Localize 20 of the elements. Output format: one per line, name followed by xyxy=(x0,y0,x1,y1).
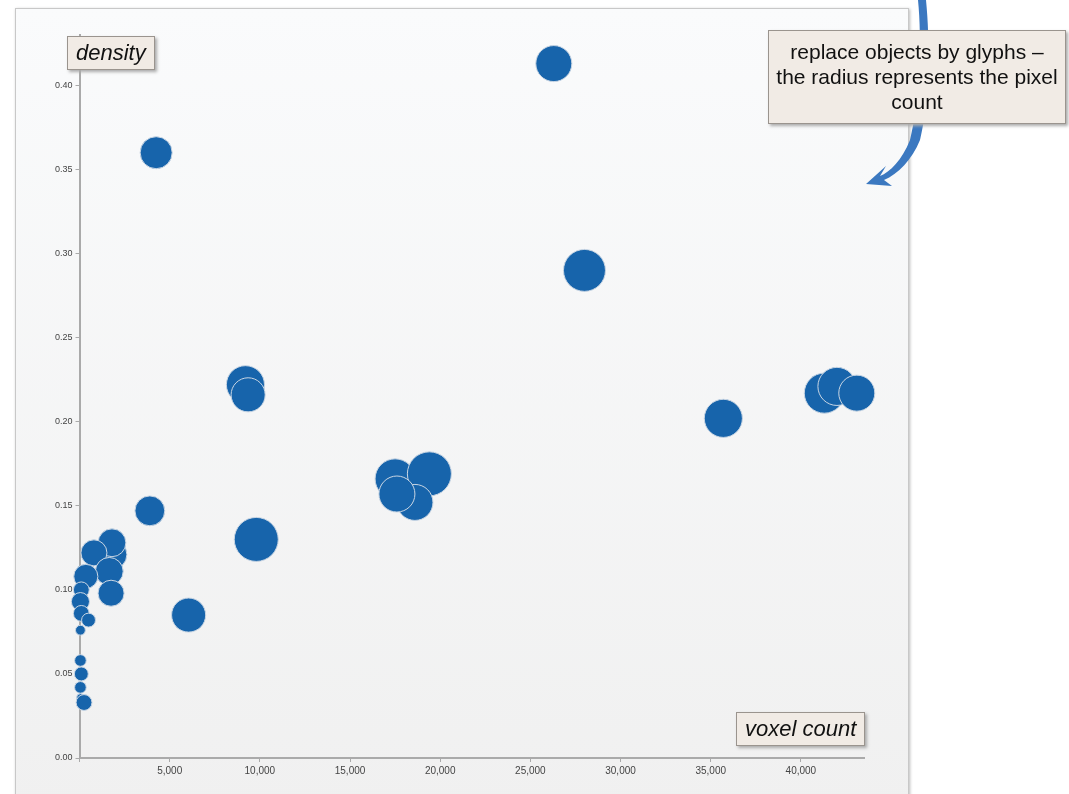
y-tick-label: 0.20 xyxy=(54,416,73,427)
y-tick-label: 0.15 xyxy=(54,500,73,511)
y-tick-label: 0.10 xyxy=(54,584,73,595)
x-tick-label: 25,000 xyxy=(515,764,547,776)
y-tick-label: 0.30 xyxy=(54,248,73,259)
y-tick-label: 0.35 xyxy=(54,164,73,174)
y-tick-label: 0.05 xyxy=(54,668,73,679)
x-tick-label: 5,000 xyxy=(157,764,183,776)
x-tick-label: 30,000 xyxy=(605,764,637,776)
y-axis-title: density xyxy=(67,36,155,70)
x-tick-label: 10,000 xyxy=(244,764,276,776)
x-axis-title: voxel count xyxy=(736,712,866,746)
x-tick-label: 15,000 xyxy=(334,764,366,776)
y-tick-label: 0.00 xyxy=(54,752,73,763)
annotation: replace objects by glyphs – the radius represents the pixel count xyxy=(768,30,1066,124)
y-tick-label: 0.40 xyxy=(54,79,73,90)
x-tick-label: 20,000 xyxy=(424,764,456,776)
x-tick-label: 35,000 xyxy=(695,764,727,776)
y-tick-label: 0.25 xyxy=(54,332,73,343)
x-tick-label: 40,000 xyxy=(785,764,817,776)
